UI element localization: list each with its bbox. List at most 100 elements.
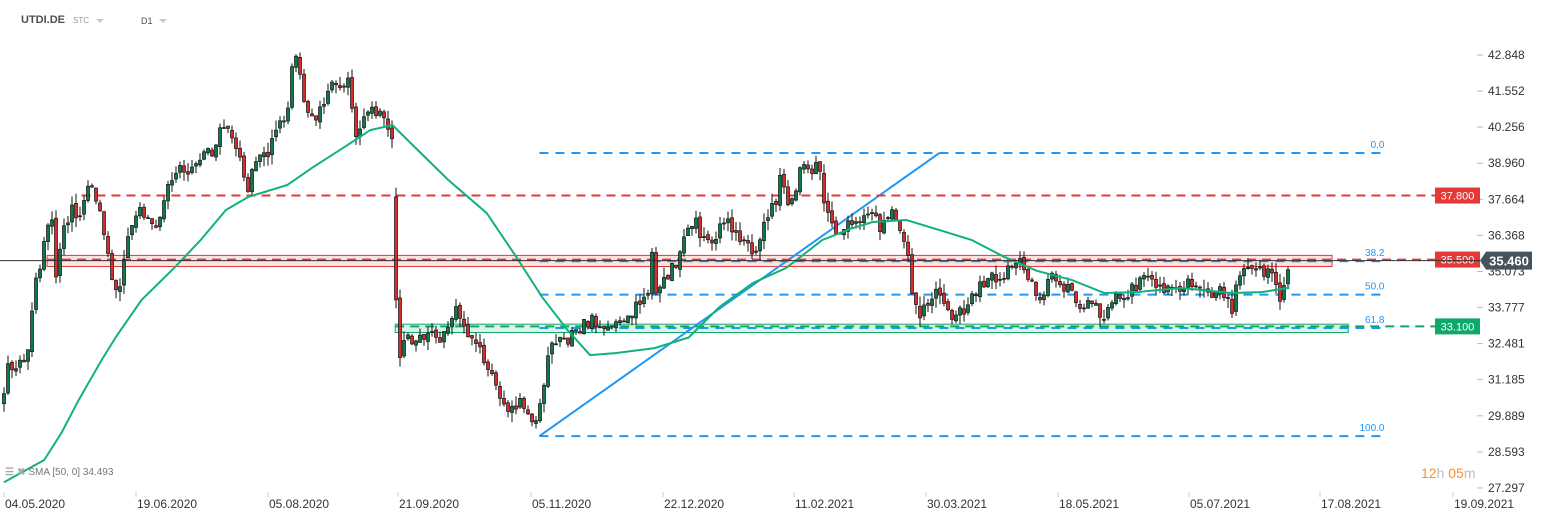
candle-down — [506, 402, 510, 412]
candle-up — [1086, 300, 1090, 309]
candle-down — [78, 215, 82, 218]
candle-up — [550, 342, 554, 355]
candle-down — [782, 173, 786, 188]
fibonacci-level-label: 38.2 — [1365, 248, 1385, 259]
countdown-hours: 12 — [1421, 465, 1437, 481]
candle-down — [1150, 275, 1154, 280]
candle-up — [966, 304, 970, 313]
candle-up — [690, 225, 694, 230]
candle-down — [810, 168, 814, 174]
indicator-label: SMA [50, 0] 34.493 — [28, 467, 114, 478]
candle-down — [1026, 268, 1030, 280]
candle-up — [1254, 268, 1258, 271]
candle-down — [474, 339, 478, 344]
candle-up — [714, 238, 718, 244]
candle-up — [518, 398, 522, 408]
candle-up — [558, 336, 562, 343]
time-tick-label: 11.02.2021 — [795, 497, 854, 511]
candle-down — [962, 308, 966, 315]
countdown-minutes: 05 — [1448, 465, 1464, 481]
fibonacci-trend-line — [538, 152, 941, 437]
candle-down — [150, 218, 154, 225]
time-tick-label: 19.09.2021 — [1454, 497, 1514, 511]
candle-down — [1134, 284, 1138, 291]
candle-down — [498, 385, 502, 399]
candle-down — [422, 333, 426, 340]
candle-down — [826, 200, 830, 213]
candle-up — [978, 281, 982, 298]
candle-up — [574, 329, 578, 332]
price-axis[interactable]: 42.84841.55240.25638.96037.66436.36835.0… — [1477, 48, 1525, 495]
candle-up — [1066, 283, 1070, 293]
candle-down — [438, 337, 442, 343]
candle-down — [1262, 265, 1266, 277]
candle-up — [34, 277, 38, 310]
candle-up — [930, 298, 934, 306]
candle-down — [830, 210, 834, 224]
candle-down — [942, 292, 946, 304]
candle-down — [74, 203, 78, 219]
current-price-badge — [1480, 251, 1532, 270]
candle-down — [98, 202, 102, 212]
time-tick-label: 04.05.2020 — [5, 497, 65, 511]
candle-up — [294, 55, 298, 68]
candle-up — [954, 314, 958, 322]
candle-up — [442, 331, 446, 343]
candle-up — [1282, 285, 1286, 300]
candle-down — [334, 82, 338, 86]
candle-down — [822, 172, 826, 204]
candle-down — [622, 320, 626, 323]
candle-up — [998, 278, 1002, 281]
candle-down — [1058, 281, 1062, 286]
candle-down — [926, 302, 930, 306]
candle-down — [10, 361, 14, 371]
candle-down — [462, 318, 466, 327]
candle-down — [566, 337, 570, 345]
candle-up — [686, 227, 690, 236]
candle-up — [546, 355, 550, 387]
symbol-label[interactable]: UTDI.DE — [21, 14, 65, 26]
candle-up — [250, 169, 254, 193]
candle-up — [1130, 283, 1134, 297]
candle-down — [482, 344, 486, 364]
candle-up — [166, 184, 170, 202]
candle-down — [350, 77, 354, 109]
candle-up — [170, 180, 174, 186]
candle-up — [362, 116, 366, 128]
candle-down — [502, 397, 506, 405]
candle-down — [1062, 283, 1066, 292]
interval-selector[interactable]: D1 — [141, 16, 153, 26]
candle-down — [1038, 296, 1042, 301]
candle-down — [594, 316, 598, 328]
candle-down — [526, 409, 530, 415]
candle-down — [142, 206, 146, 218]
indicator-remove-icon[interactable]: ✖ — [16, 467, 26, 478]
candle-up — [1182, 289, 1186, 292]
instrument-type-selector[interactable]: STC — [73, 16, 89, 25]
type-dropdown-icon[interactable] — [96, 19, 104, 23]
current-price-label: 35.460 — [1489, 254, 1529, 269]
candle-up — [262, 152, 266, 158]
candle-up — [2, 393, 6, 405]
candle-up — [1110, 302, 1114, 309]
indicator-settings-icon[interactable]: ☰ — [5, 467, 14, 478]
candle-up — [802, 164, 806, 170]
candle-down — [1194, 285, 1198, 288]
candle-down — [234, 137, 238, 149]
candle-up — [854, 221, 858, 224]
candle-down — [722, 222, 726, 225]
candle-up — [890, 209, 894, 220]
candle-down — [478, 342, 482, 348]
candle-up — [258, 154, 262, 162]
candle-down — [1054, 274, 1058, 282]
candle-up — [790, 198, 794, 205]
candle-up — [562, 337, 566, 340]
candle-down — [374, 106, 378, 117]
candle-up — [970, 293, 974, 305]
candle-up — [14, 368, 18, 372]
candle-up — [286, 107, 290, 122]
interval-dropdown-icon[interactable] — [159, 19, 167, 23]
time-axis[interactable]: 04.05.2020 19.06.2020 05.08.2020 21.09.2020… — [3, 492, 1514, 511]
